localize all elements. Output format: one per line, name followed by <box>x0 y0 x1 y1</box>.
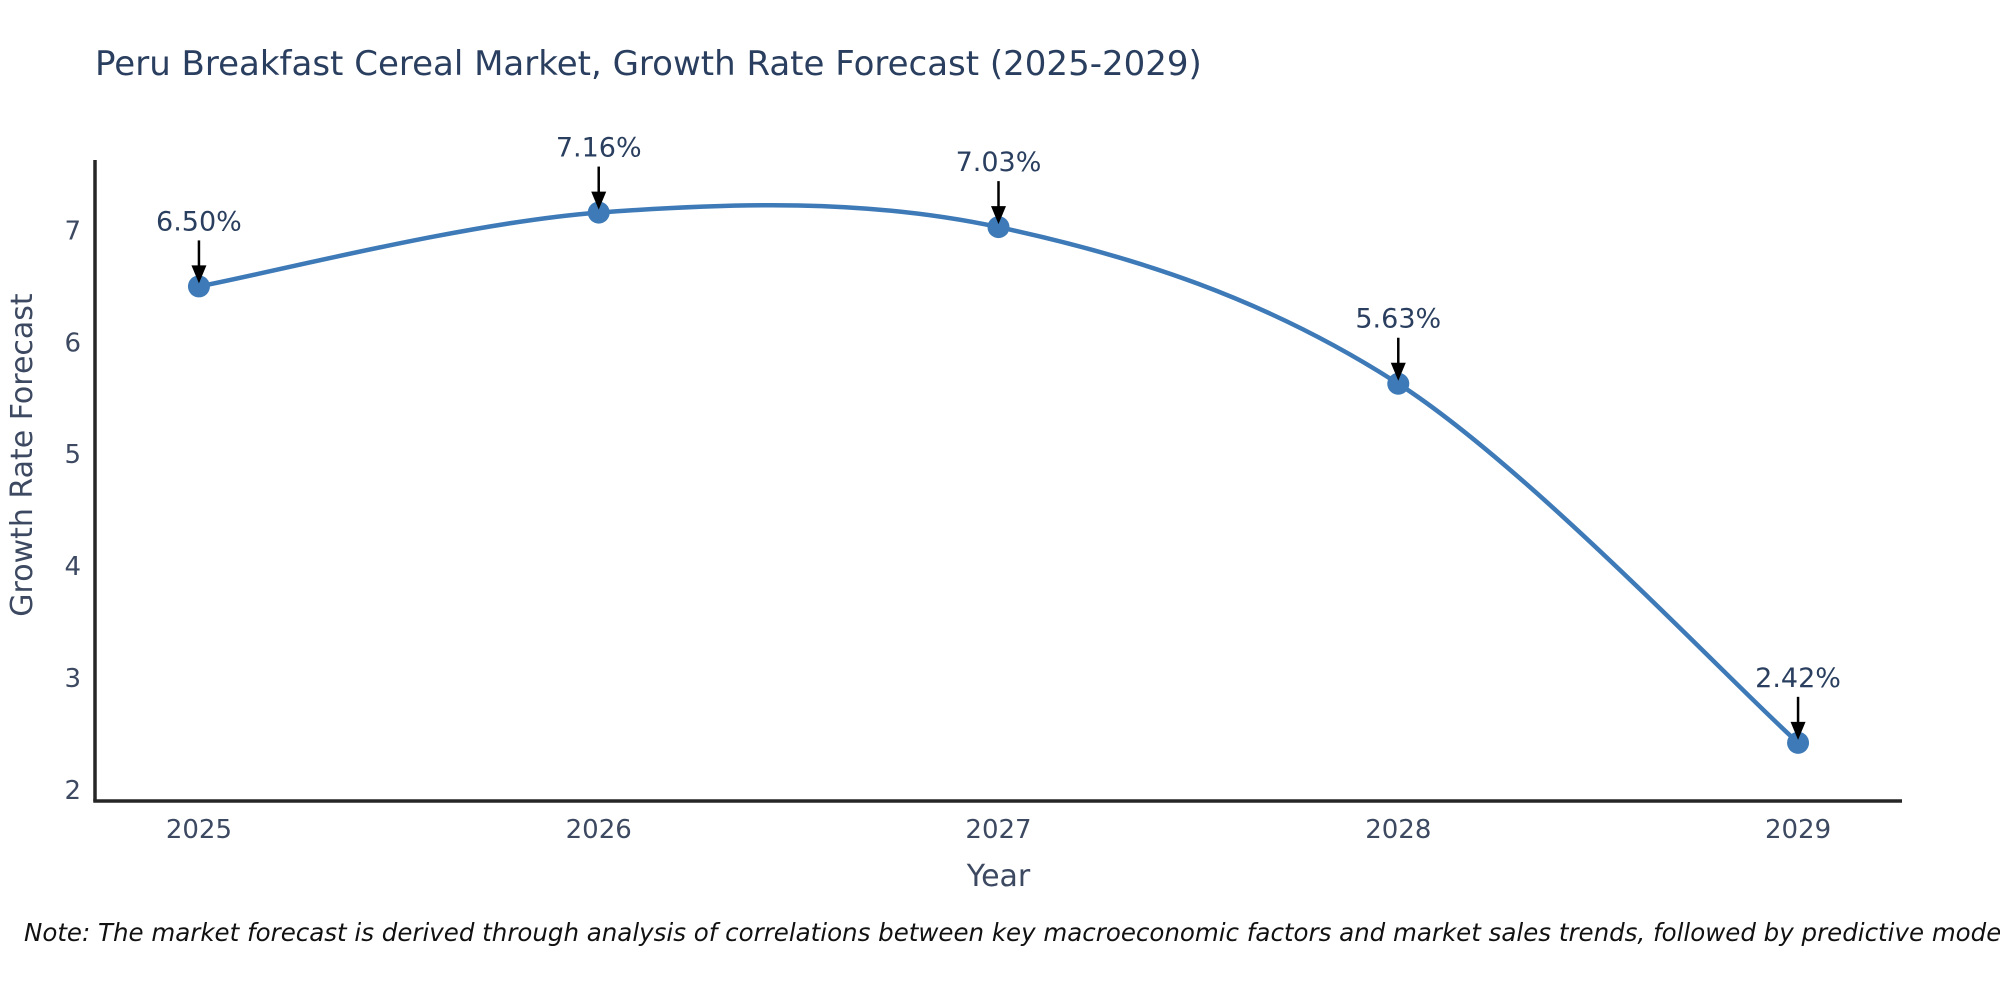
x-tick-label: 2028 <box>1365 815 1431 845</box>
point-annotation: 7.03% <box>956 147 1042 178</box>
y-tick-label: 3 <box>64 664 81 694</box>
annotation-arrowhead <box>1790 721 1806 740</box>
x-tick-label: 2026 <box>566 815 632 845</box>
x-axis-title: Year <box>966 859 1031 894</box>
point-annotation: 6.50% <box>156 206 242 237</box>
y-tick-label: 7 <box>64 216 81 246</box>
point-annotation: 7.16% <box>556 133 642 164</box>
y-tick-label: 6 <box>64 328 81 358</box>
x-tick-label: 2025 <box>166 815 232 845</box>
annotation-arrowhead <box>191 265 207 284</box>
annotation-arrowhead <box>991 206 1006 225</box>
y-tick-label: 5 <box>64 440 81 470</box>
footnote: Note: The market forecast is derived thr… <box>24 918 2000 947</box>
y-axis-title: Growth Rate Forecast <box>5 293 40 617</box>
x-tick-label: 2029 <box>1765 815 1831 845</box>
data-point <box>187 275 210 298</box>
data-point <box>1787 731 1810 754</box>
data-point <box>1387 372 1410 395</box>
annotation-arrowhead <box>591 191 607 210</box>
data-point <box>987 216 1010 239</box>
y-tick-label: 4 <box>64 552 81 582</box>
y-tick-label: 2 <box>64 776 81 806</box>
data-point <box>587 201 610 224</box>
x-tick-label: 2027 <box>965 815 1031 845</box>
trend-line <box>196 202 1801 746</box>
point-annotation: 2.42% <box>1755 663 1841 694</box>
chart-title: Peru Breakfast Cereal Market, Growth Rat… <box>95 44 1202 84</box>
annotation-arrowhead <box>1390 362 1406 381</box>
point-annotation: 5.63% <box>1355 304 1441 335</box>
